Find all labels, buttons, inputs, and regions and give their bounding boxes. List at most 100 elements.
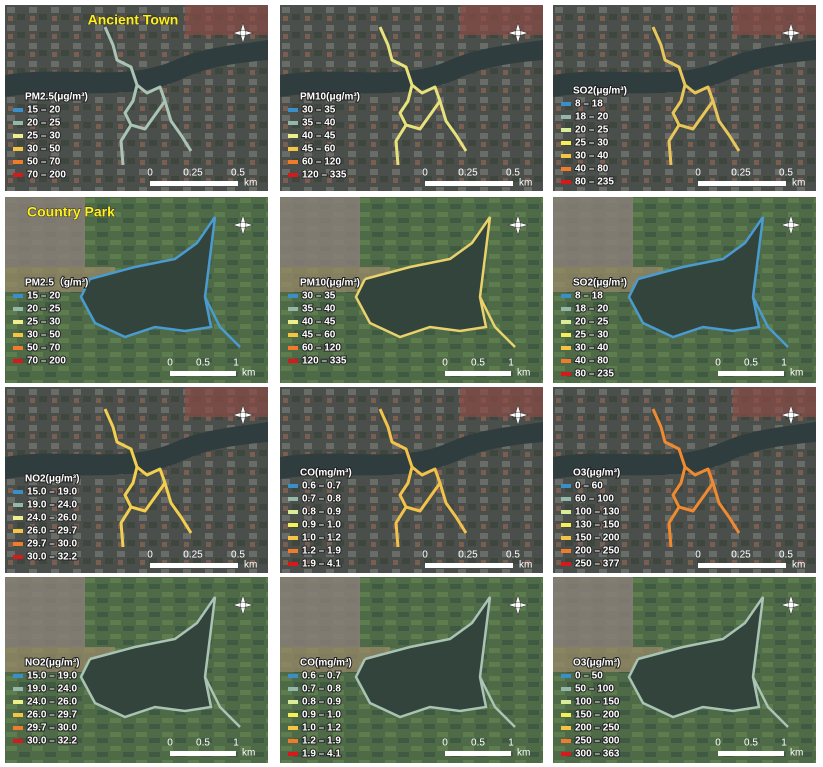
legend-label: 26.0 – 29.7 bbox=[27, 526, 77, 537]
scale-unit: km bbox=[792, 178, 805, 189]
north-arrow bbox=[232, 214, 254, 236]
legend-label: 30 – 35 bbox=[302, 291, 336, 302]
legend-swatch bbox=[288, 752, 298, 756]
legend-swatch bbox=[288, 713, 298, 717]
red-roofs bbox=[460, 5, 543, 35]
legend-label: 50 – 70 bbox=[27, 157, 61, 168]
legend-label: 150 – 200 bbox=[575, 533, 620, 544]
legend-swatch bbox=[288, 134, 298, 138]
legend-swatch bbox=[288, 726, 298, 730]
legend-label: 130 – 150 bbox=[575, 520, 620, 531]
river bbox=[553, 40, 816, 97]
legend-swatch bbox=[13, 173, 23, 177]
legend-label: 29.7 – 30.0 bbox=[27, 539, 77, 550]
legend-swatch bbox=[288, 510, 298, 514]
scale-label: 0.5 bbox=[506, 550, 520, 561]
legend-label: 40 – 80 bbox=[575, 164, 609, 175]
route bbox=[354, 216, 492, 339]
scale-bar bbox=[698, 563, 786, 568]
route bbox=[627, 216, 765, 339]
route bbox=[711, 100, 741, 152]
legend-label: 0.9 – 1.0 bbox=[302, 710, 341, 721]
legend-label: 0.8 – 0.9 bbox=[302, 697, 341, 708]
route bbox=[163, 482, 193, 534]
map-panel: O3(μg/m³) 0 – 60 60 – 100 100 – 130 130 – 15… bbox=[553, 387, 816, 573]
route bbox=[751, 296, 789, 348]
scale-label: 0.25 bbox=[183, 168, 203, 179]
legend-swatch bbox=[561, 687, 571, 691]
lake bbox=[81, 597, 215, 717]
legend-title: NO2(μg/m³) bbox=[25, 474, 79, 485]
legend-swatch bbox=[13, 726, 23, 730]
legend-swatch bbox=[288, 497, 298, 501]
route bbox=[671, 466, 687, 508]
scale-unit: km bbox=[244, 178, 257, 189]
north-arrow bbox=[780, 404, 802, 426]
scale-label: 0.5 bbox=[231, 168, 245, 179]
legend-swatch bbox=[13, 333, 23, 337]
legend-title: NO2(μg/m³) bbox=[25, 658, 79, 669]
urban-area bbox=[553, 577, 633, 647]
scale-label: 0.25 bbox=[731, 550, 751, 561]
legend-title: SO2(μg/m³) bbox=[573, 86, 627, 97]
legend-swatch bbox=[13, 503, 23, 507]
legend-swatch bbox=[561, 154, 571, 158]
scale-label: 0.25 bbox=[458, 168, 478, 179]
legend-swatch bbox=[13, 147, 23, 151]
legend-swatch bbox=[13, 160, 23, 164]
legend-label: 45 – 60 bbox=[302, 330, 336, 341]
legend-label: 30 – 35 bbox=[302, 105, 336, 116]
legend-swatch bbox=[561, 739, 571, 743]
scale-unit: km bbox=[519, 178, 532, 189]
scale-label: 0 bbox=[422, 550, 428, 561]
legend-swatch bbox=[288, 562, 298, 566]
legend-label: 70 – 200 bbox=[27, 356, 66, 367]
red-roofs bbox=[185, 5, 268, 35]
legend-label: 0 – 50 bbox=[575, 671, 603, 682]
route bbox=[478, 676, 516, 728]
scale-bar bbox=[150, 181, 238, 186]
legend-swatch bbox=[561, 115, 571, 119]
legend-title: CO(mg/m³) bbox=[300, 658, 352, 669]
legend-swatch bbox=[561, 752, 571, 756]
route bbox=[163, 100, 193, 152]
legend-swatch bbox=[561, 294, 571, 298]
scale-unit: km bbox=[242, 748, 255, 759]
legend-swatch bbox=[561, 167, 571, 171]
panel-title: Country Park bbox=[27, 204, 115, 220]
legend-label: 60 – 120 bbox=[302, 343, 341, 354]
legend-label: 0.8 – 0.9 bbox=[302, 507, 341, 518]
legend-title: PM10(μg/m³) bbox=[300, 92, 360, 103]
legend-swatch bbox=[288, 484, 298, 488]
legend-swatch bbox=[288, 739, 298, 743]
legend-swatch bbox=[13, 121, 23, 125]
scale-bar bbox=[150, 563, 238, 568]
map-panel: CO(mg/m³) 0.6 – 0.7 0.7 – 0.8 0.8 – 0.9 0.9 … bbox=[280, 577, 543, 763]
legend-label: 0.7 – 0.8 bbox=[302, 494, 341, 505]
urban-area bbox=[5, 197, 85, 267]
legend-label: 200 – 250 bbox=[575, 546, 620, 557]
river bbox=[553, 422, 816, 479]
scale-label: 0 bbox=[715, 738, 721, 749]
legend-swatch bbox=[561, 180, 571, 184]
river bbox=[5, 422, 268, 479]
route bbox=[438, 100, 468, 152]
legend-label: 24.0 – 26.0 bbox=[27, 697, 77, 708]
legend-label: 80 – 235 bbox=[575, 177, 614, 188]
legend-label: 30 – 50 bbox=[27, 330, 61, 341]
red-roofs bbox=[460, 387, 543, 417]
route bbox=[627, 596, 765, 719]
scale-bar bbox=[718, 751, 784, 756]
scale-unit: km bbox=[790, 368, 803, 379]
legend-label: 30.0 – 32.2 bbox=[27, 736, 77, 747]
legend-label: 120 – 335 bbox=[302, 356, 347, 367]
legend-label: 0.6 – 0.7 bbox=[302, 671, 341, 682]
legend-swatch bbox=[561, 536, 571, 540]
legend-swatch bbox=[288, 173, 298, 177]
legend-swatch bbox=[288, 346, 298, 350]
scale-label: 0 bbox=[147, 168, 153, 179]
route bbox=[79, 596, 217, 719]
scale-label: 1 bbox=[781, 358, 787, 369]
legend-label: 120 – 335 bbox=[302, 170, 347, 181]
legend-swatch bbox=[561, 128, 571, 132]
